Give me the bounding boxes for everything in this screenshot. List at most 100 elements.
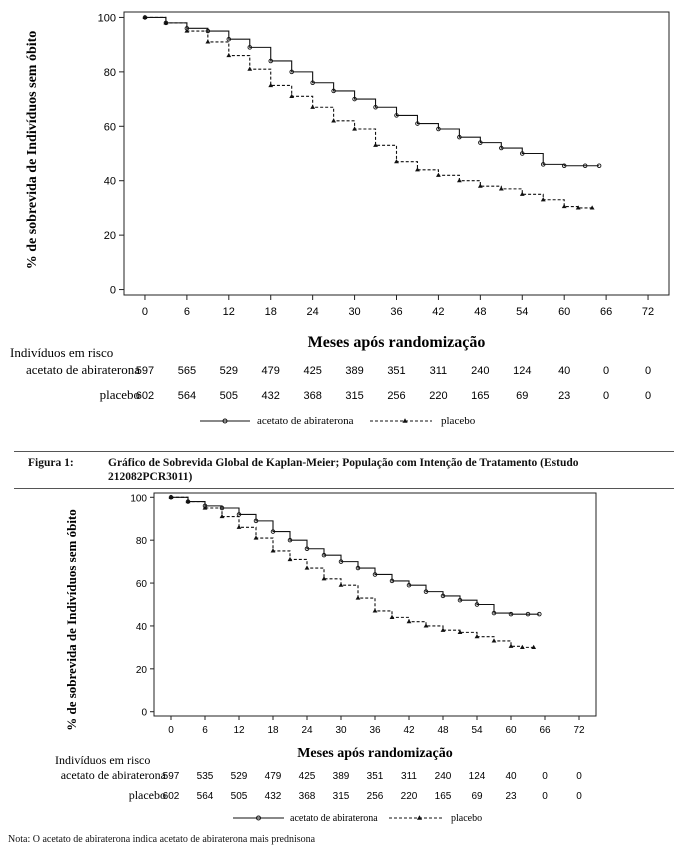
y-tick-label: 20 <box>136 665 148 676</box>
risk-count: 315 <box>345 390 363 402</box>
data-point <box>373 104 378 110</box>
data-point <box>519 644 525 649</box>
data-point <box>508 611 514 617</box>
y-axis-label: % de sobrevida de Indivíduos sem óbito <box>25 31 40 270</box>
risk-table-title: Indivíduos em risco <box>55 753 150 767</box>
data-point <box>304 565 310 570</box>
data-point <box>589 205 595 210</box>
y-tick-label: 40 <box>104 176 116 188</box>
data-point <box>457 597 463 603</box>
risk-count: 368 <box>299 791 316 802</box>
x-axis-label: Meses após randomização <box>308 334 486 351</box>
x-tick-label: 60 <box>558 306 570 318</box>
risk-row-label: placebo <box>129 788 166 802</box>
risk-count: 565 <box>178 365 196 377</box>
risk-count: 220 <box>429 390 447 402</box>
figure-caption-label: Figura 1: <box>28 457 74 469</box>
data-point <box>540 197 546 202</box>
data-point <box>352 96 357 102</box>
data-point <box>394 113 399 118</box>
legend-marker-placebo <box>416 815 423 820</box>
x-tick-label: 12 <box>233 725 245 736</box>
x-tick-label: 6 <box>202 725 208 736</box>
data-point <box>436 172 441 177</box>
risk-count: 564 <box>197 791 214 802</box>
data-point <box>394 159 399 164</box>
data-point <box>331 88 336 94</box>
series-line-placebo <box>171 496 534 648</box>
x-tick-label: 66 <box>539 725 551 736</box>
data-point <box>561 203 567 209</box>
risk-count: 240 <box>471 365 489 377</box>
data-point <box>389 578 395 584</box>
legend-label-placebo: placebo <box>451 813 482 824</box>
data-point <box>423 623 429 628</box>
risk-count: 479 <box>265 771 282 782</box>
risk-count: 505 <box>231 791 248 802</box>
x-tick-label: 36 <box>390 306 402 318</box>
risk-count: 529 <box>220 365 238 377</box>
risk-count: 597 <box>136 365 154 377</box>
risk-count: 0 <box>645 390 651 402</box>
x-tick-label: 54 <box>471 725 483 736</box>
x-tick-label: 12 <box>223 306 235 318</box>
risk-row-label: acetato de abiraterona <box>61 768 167 782</box>
data-point <box>474 634 480 639</box>
risk-count: 597 <box>163 771 180 782</box>
caption-rule-bottom <box>14 488 674 489</box>
x-tick-label: 0 <box>168 725 174 736</box>
risk-count: 351 <box>387 365 405 377</box>
data-point <box>525 611 531 617</box>
y-tick-label: 0 <box>141 708 147 719</box>
footnote: Nota: O acetato de abiraterona indica ac… <box>8 834 316 845</box>
risk-count: 389 <box>333 771 350 782</box>
data-point <box>219 513 225 519</box>
data-point <box>423 589 429 594</box>
series-line-abiraterona <box>144 16 600 167</box>
risk-count: 23 <box>505 791 517 802</box>
y-axis-label: % de sobrevida de Indivíduos sem óbito <box>64 509 79 731</box>
data-point <box>142 14 148 20</box>
data-point <box>540 162 546 167</box>
data-point <box>474 602 480 607</box>
data-point <box>415 121 420 126</box>
risk-count: 0 <box>645 365 651 377</box>
x-tick-label: 24 <box>301 725 313 736</box>
risk-count: 69 <box>471 791 483 802</box>
data-point <box>185 498 191 504</box>
legend-marker-abiraterona <box>222 418 228 424</box>
risk-count: 529 <box>231 771 248 782</box>
data-point <box>508 643 514 648</box>
data-point <box>205 39 211 44</box>
x-tick-label: 54 <box>516 306 528 318</box>
data-point <box>456 178 462 183</box>
risk-count: 315 <box>333 791 350 802</box>
x-tick-label: 0 <box>142 306 148 318</box>
legend-label-placebo: placebo <box>441 415 476 427</box>
risk-row-label: placebo <box>100 387 140 402</box>
data-point <box>575 205 581 210</box>
data-point <box>406 619 412 624</box>
data-point <box>205 28 211 34</box>
risk-count: 564 <box>178 390 196 402</box>
data-point <box>321 576 327 581</box>
data-point <box>457 134 462 140</box>
y-tick-label: 100 <box>98 12 116 24</box>
data-point <box>247 45 253 50</box>
data-point <box>499 145 504 151</box>
legend-marker-placebo <box>402 418 408 423</box>
risk-count: 602 <box>136 390 154 402</box>
risk-count: 40 <box>558 365 570 377</box>
risk-count: 351 <box>367 771 384 782</box>
y-tick-label: 40 <box>136 622 148 633</box>
legend-label-abiraterona: acetato de abiraterona <box>290 813 378 824</box>
caption-rule-top <box>14 451 674 452</box>
data-point <box>582 163 588 168</box>
data-point <box>219 505 225 511</box>
data-point <box>457 629 463 634</box>
x-tick-label: 30 <box>335 725 347 736</box>
y-tick-label: 100 <box>130 493 147 504</box>
legend-label-abiraterona: acetato de abiraterona <box>257 415 354 427</box>
risk-table-title: Indivíduos em risco <box>10 345 113 360</box>
